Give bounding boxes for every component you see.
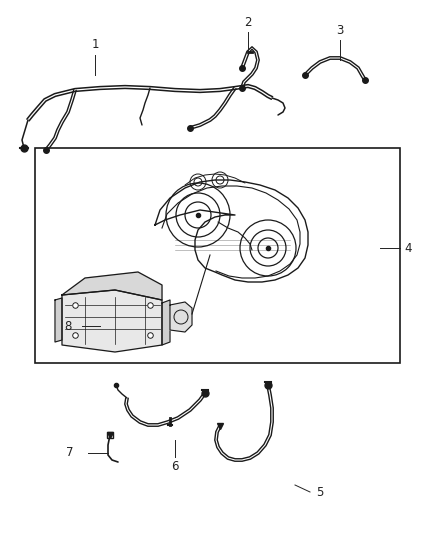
Bar: [35, 148, 400, 363]
Text: 3: 3: [336, 23, 344, 36]
Text: 2: 2: [244, 15, 252, 28]
Text: 6: 6: [171, 461, 179, 473]
Text: 5: 5: [316, 486, 324, 498]
Polygon shape: [55, 298, 62, 342]
Polygon shape: [62, 272, 162, 300]
Polygon shape: [162, 300, 170, 345]
Text: 8: 8: [64, 319, 72, 333]
Text: 1: 1: [91, 38, 99, 52]
Text: 4: 4: [404, 241, 412, 254]
Polygon shape: [170, 302, 192, 332]
Text: 7: 7: [66, 447, 74, 459]
Polygon shape: [62, 290, 162, 352]
